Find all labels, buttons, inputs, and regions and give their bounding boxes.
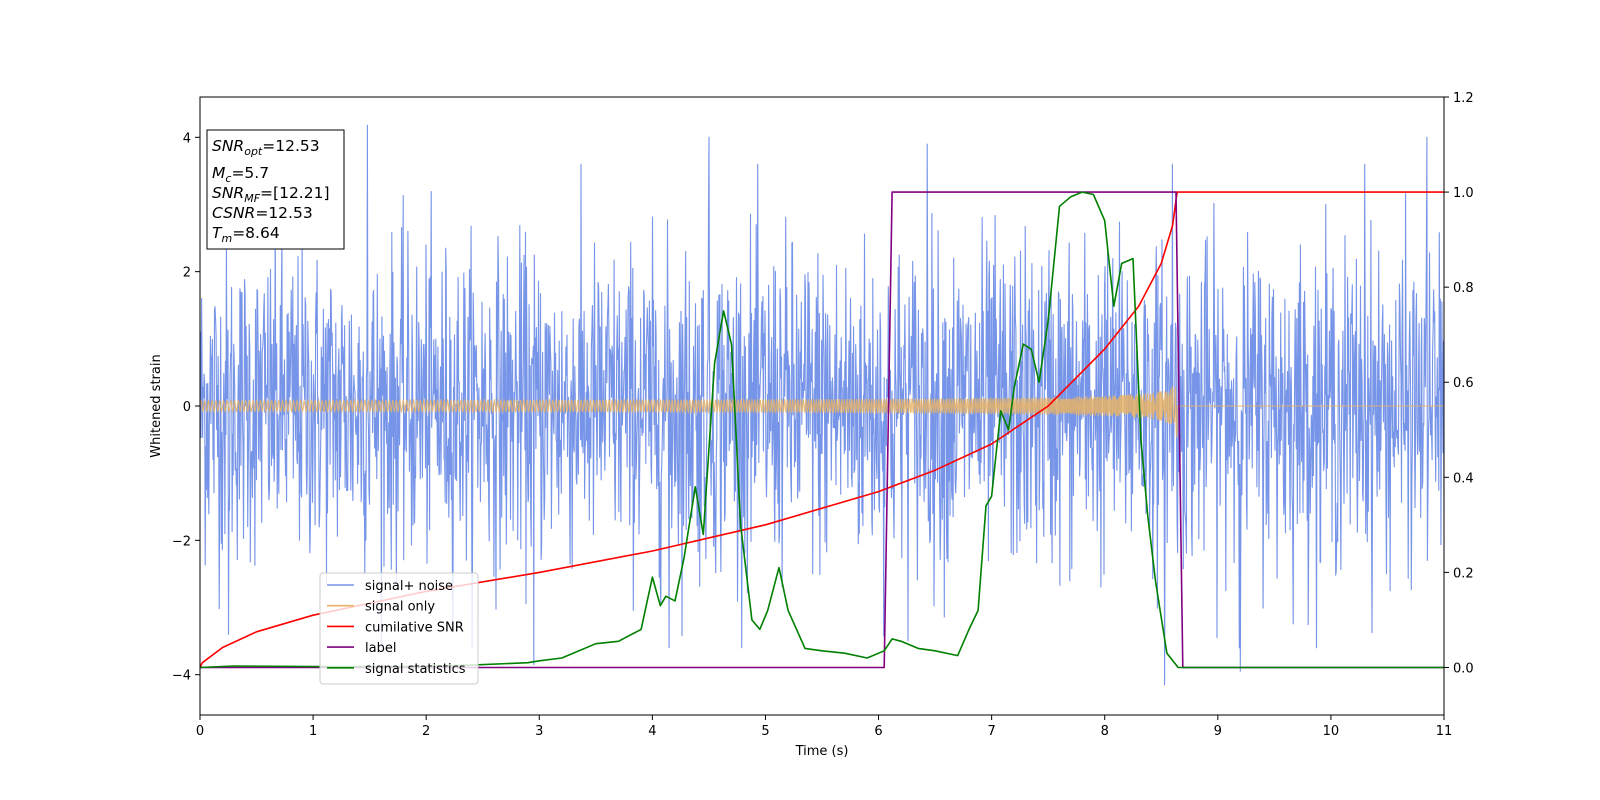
- y-tick-label: −4: [172, 669, 191, 684]
- snr-mf-text: SNRMF=[12.21]: [212, 184, 330, 205]
- y2-tick-label: 1.2: [1453, 91, 1474, 106]
- series-layer: [200, 124, 1444, 686]
- y-axis-label: Whitened strain: [149, 354, 164, 457]
- x-axis-label: Time (s): [795, 744, 849, 759]
- x-tick-label: 11: [1436, 724, 1453, 739]
- x-tick-label: 10: [1323, 724, 1340, 739]
- legend-label-signal-only: signal only: [365, 600, 435, 615]
- y2-tick-label: 0.4: [1453, 471, 1474, 486]
- legend-label-signal-noise: signal+ noise: [365, 579, 453, 594]
- x-tick-label: 6: [874, 724, 882, 739]
- x-tick-label: 5: [761, 724, 769, 739]
- x-tick-label: 2: [422, 724, 430, 739]
- x-tick-label: 4: [648, 724, 656, 739]
- snr-opt-text: SNRopt=12.53: [212, 137, 320, 158]
- y-axis-left: 4 2 0 −2 −4: [172, 131, 200, 684]
- csnr-text: CSNR=12.53: [212, 204, 313, 222]
- series-signal-noise: [200, 124, 1444, 686]
- info-box-frame: [206, 129, 345, 250]
- y-tick-label: 0: [183, 400, 191, 415]
- legend-label-label: label: [365, 641, 396, 656]
- y-tick-label: −2: [172, 534, 191, 549]
- x-tick-label: 0: [196, 724, 204, 739]
- tm-text: Tm=8.64: [212, 224, 280, 245]
- legend-label-cumilative-snr: cumilative SNR: [365, 620, 464, 635]
- y2-tick-label: 0.8: [1453, 281, 1474, 296]
- legend: signal+ noise signal only cumilative SNR la…: [319, 572, 479, 685]
- y-tick-label: 2: [183, 266, 191, 281]
- x-tick-label: 9: [1214, 724, 1222, 739]
- x-tick-label: 8: [1101, 724, 1109, 739]
- y2-tick-label: 0.6: [1453, 376, 1474, 391]
- info-box: SNRopt=12.53 Mc=5.7 SNRMF=[12.21] CSNR=1…: [206, 129, 345, 250]
- y-axis-right: 0.0 0.2 0.4 0.6 0.8 1.0 1.2: [1444, 91, 1474, 676]
- mc-text: Mc=5.7: [212, 164, 269, 185]
- y2-tick-label: 0.0: [1453, 661, 1474, 676]
- x-tick-label: 1: [309, 724, 317, 739]
- x-axis: 0 1 2 3 4 5 6 7 8 9 10 11: [196, 715, 1452, 739]
- series-signal-statistics: [200, 191, 1444, 669]
- series-cumilative-snr: [200, 191, 1444, 668]
- y2-tick-label: 1.0: [1453, 186, 1474, 201]
- x-tick-label: 3: [535, 724, 543, 739]
- x-tick-label: 7: [987, 724, 995, 739]
- y-tick-label: 4: [183, 131, 191, 146]
- y2-tick-label: 0.2: [1453, 566, 1474, 581]
- legend-label-signal-statistics: signal statistics: [365, 662, 466, 677]
- series-signal-only: [200, 386, 1444, 438]
- legend-frame: [319, 572, 479, 685]
